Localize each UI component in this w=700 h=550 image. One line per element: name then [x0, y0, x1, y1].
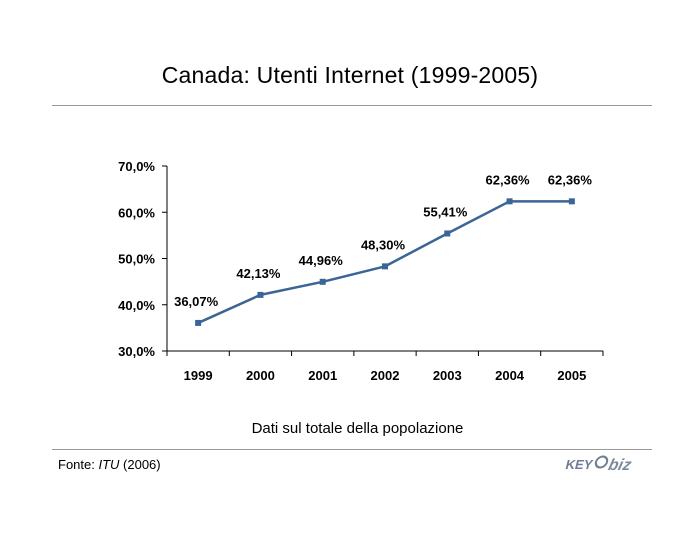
y-axis-tick-labels: 30,0% 40,0% 50,0% 60,0% 70,0% [118, 159, 155, 359]
x-axis-tick-labels: 1999 2000 2001 2002 2003 2004 2005 [184, 368, 587, 383]
data-point-marker [257, 291, 264, 298]
source-prefix: Fonte: [58, 457, 99, 472]
data-point-marker [506, 198, 513, 205]
y-tick-label: 70,0% [118, 159, 155, 174]
source-name: ITU [98, 457, 120, 472]
x-tick-label: 2004 [495, 368, 525, 383]
top-divider [52, 105, 652, 106]
data-label: 44,96% [299, 253, 344, 268]
y-tick-label: 30,0% [118, 344, 155, 359]
data-label: 62,36% [548, 172, 593, 187]
y-tick-label: 40,0% [118, 298, 155, 313]
x-tick-label: 2002 [371, 368, 400, 383]
data-label: 48,30% [361, 237, 406, 252]
data-label: 36,07% [174, 294, 219, 309]
x-tick-label: 2003 [433, 368, 462, 383]
key4biz-logo: KEY biz [564, 455, 634, 474]
series-line-group [197, 200, 572, 325]
svg-text:KEY: KEY [564, 457, 595, 472]
chart-axes [162, 165, 604, 356]
data-label: 55,41% [423, 204, 468, 219]
svg-text:biz: biz [607, 456, 634, 474]
x-tick-label: 2001 [308, 368, 337, 383]
y-tick-label: 50,0% [118, 252, 155, 267]
series-line [197, 200, 572, 325]
data-points [195, 198, 575, 326]
data-label: 62,36% [486, 172, 531, 187]
chart-subtitle: Dati sul totale della popolazione [251, 420, 464, 437]
chart-title: Canada: Utenti Internet (1999-2005) [161, 62, 539, 88]
source-year: (2006) [119, 457, 161, 472]
data-point-marker [195, 319, 202, 326]
y-tick-label: 60,0% [118, 205, 155, 220]
data-point-marker [568, 198, 575, 205]
data-label: 42,13% [236, 266, 281, 281]
x-tick-label: 1999 [184, 368, 213, 383]
data-point-marker [382, 263, 388, 270]
source-note: Fonte: ITU (2006) [58, 457, 161, 472]
data-point-marker [319, 278, 326, 285]
x-tick-label: 2000 [246, 368, 275, 383]
x-tick-label: 2005 [557, 368, 586, 383]
data-point-marker [444, 230, 451, 237]
data-labels: 36,07% 42,13% 44,96% 48,30% 55,41% 62,36% 62,3… [174, 172, 592, 309]
bottom-divider [52, 449, 652, 450]
